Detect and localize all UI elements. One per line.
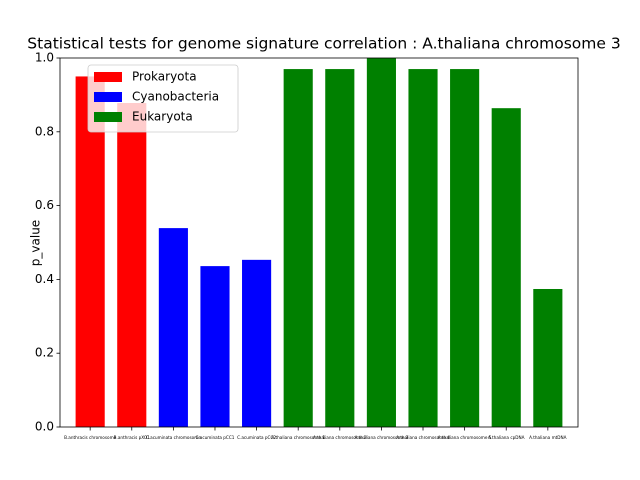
x-tick-label: C.acuminata chromosome (146, 435, 201, 440)
y-tick-label: 0.8 (35, 124, 54, 138)
bar (158, 228, 188, 427)
legend-swatch (94, 112, 122, 122)
x-tick-label: C.acuminata pCC1 (196, 435, 235, 440)
legend-swatch (94, 72, 122, 82)
legend-box (87, 64, 239, 133)
x-tick-label: B.anthracis pXO1 (114, 435, 151, 440)
y-tick-label: 0.4 (35, 272, 54, 286)
x-tick-label: A.thaliana chromosome 4 (396, 435, 450, 440)
legend-label: Eukaryota (132, 110, 193, 124)
y-tick-label: 1.0 (35, 51, 54, 65)
x-tick-label: A.thaliana chromosome 5 (438, 435, 492, 440)
y-tick-label: 0.0 (35, 420, 54, 434)
x-tick-label: A.thaliana mtDNA (529, 435, 567, 440)
bar (75, 76, 105, 427)
bar (533, 288, 563, 427)
legend-swatch (94, 92, 122, 102)
bar (242, 259, 272, 427)
legend-label: Cyanobacteria (132, 90, 219, 104)
bar (408, 69, 438, 427)
bar (200, 266, 230, 427)
y-tick-label: 0.2 (35, 346, 54, 360)
chart-title: Statistical tests for genome signature c… (27, 35, 620, 53)
y-tick-label: 0.6 (35, 198, 54, 212)
bar (491, 108, 521, 428)
bar (450, 69, 480, 427)
x-tick-label: C.acuminata pCC2 (237, 435, 276, 440)
bar (117, 103, 147, 427)
legend-label: Prokaryota (132, 70, 197, 84)
x-tick-label: B.anthracis chromosome (64, 435, 117, 440)
bar (366, 58, 396, 427)
bar (283, 69, 313, 427)
x-tick-label: A.thaliana chromosome 2 (313, 435, 367, 440)
x-tick-label: A.thaliana cpDNA (488, 435, 525, 440)
plot-frame (59, 57, 579, 428)
bar (325, 69, 355, 427)
y-axis-label: p_value (29, 220, 43, 266)
x-tick-label: A.thaliana chromosome 1 (271, 435, 325, 440)
x-tick-label: A.thaliana chromosome 3 (355, 435, 409, 440)
